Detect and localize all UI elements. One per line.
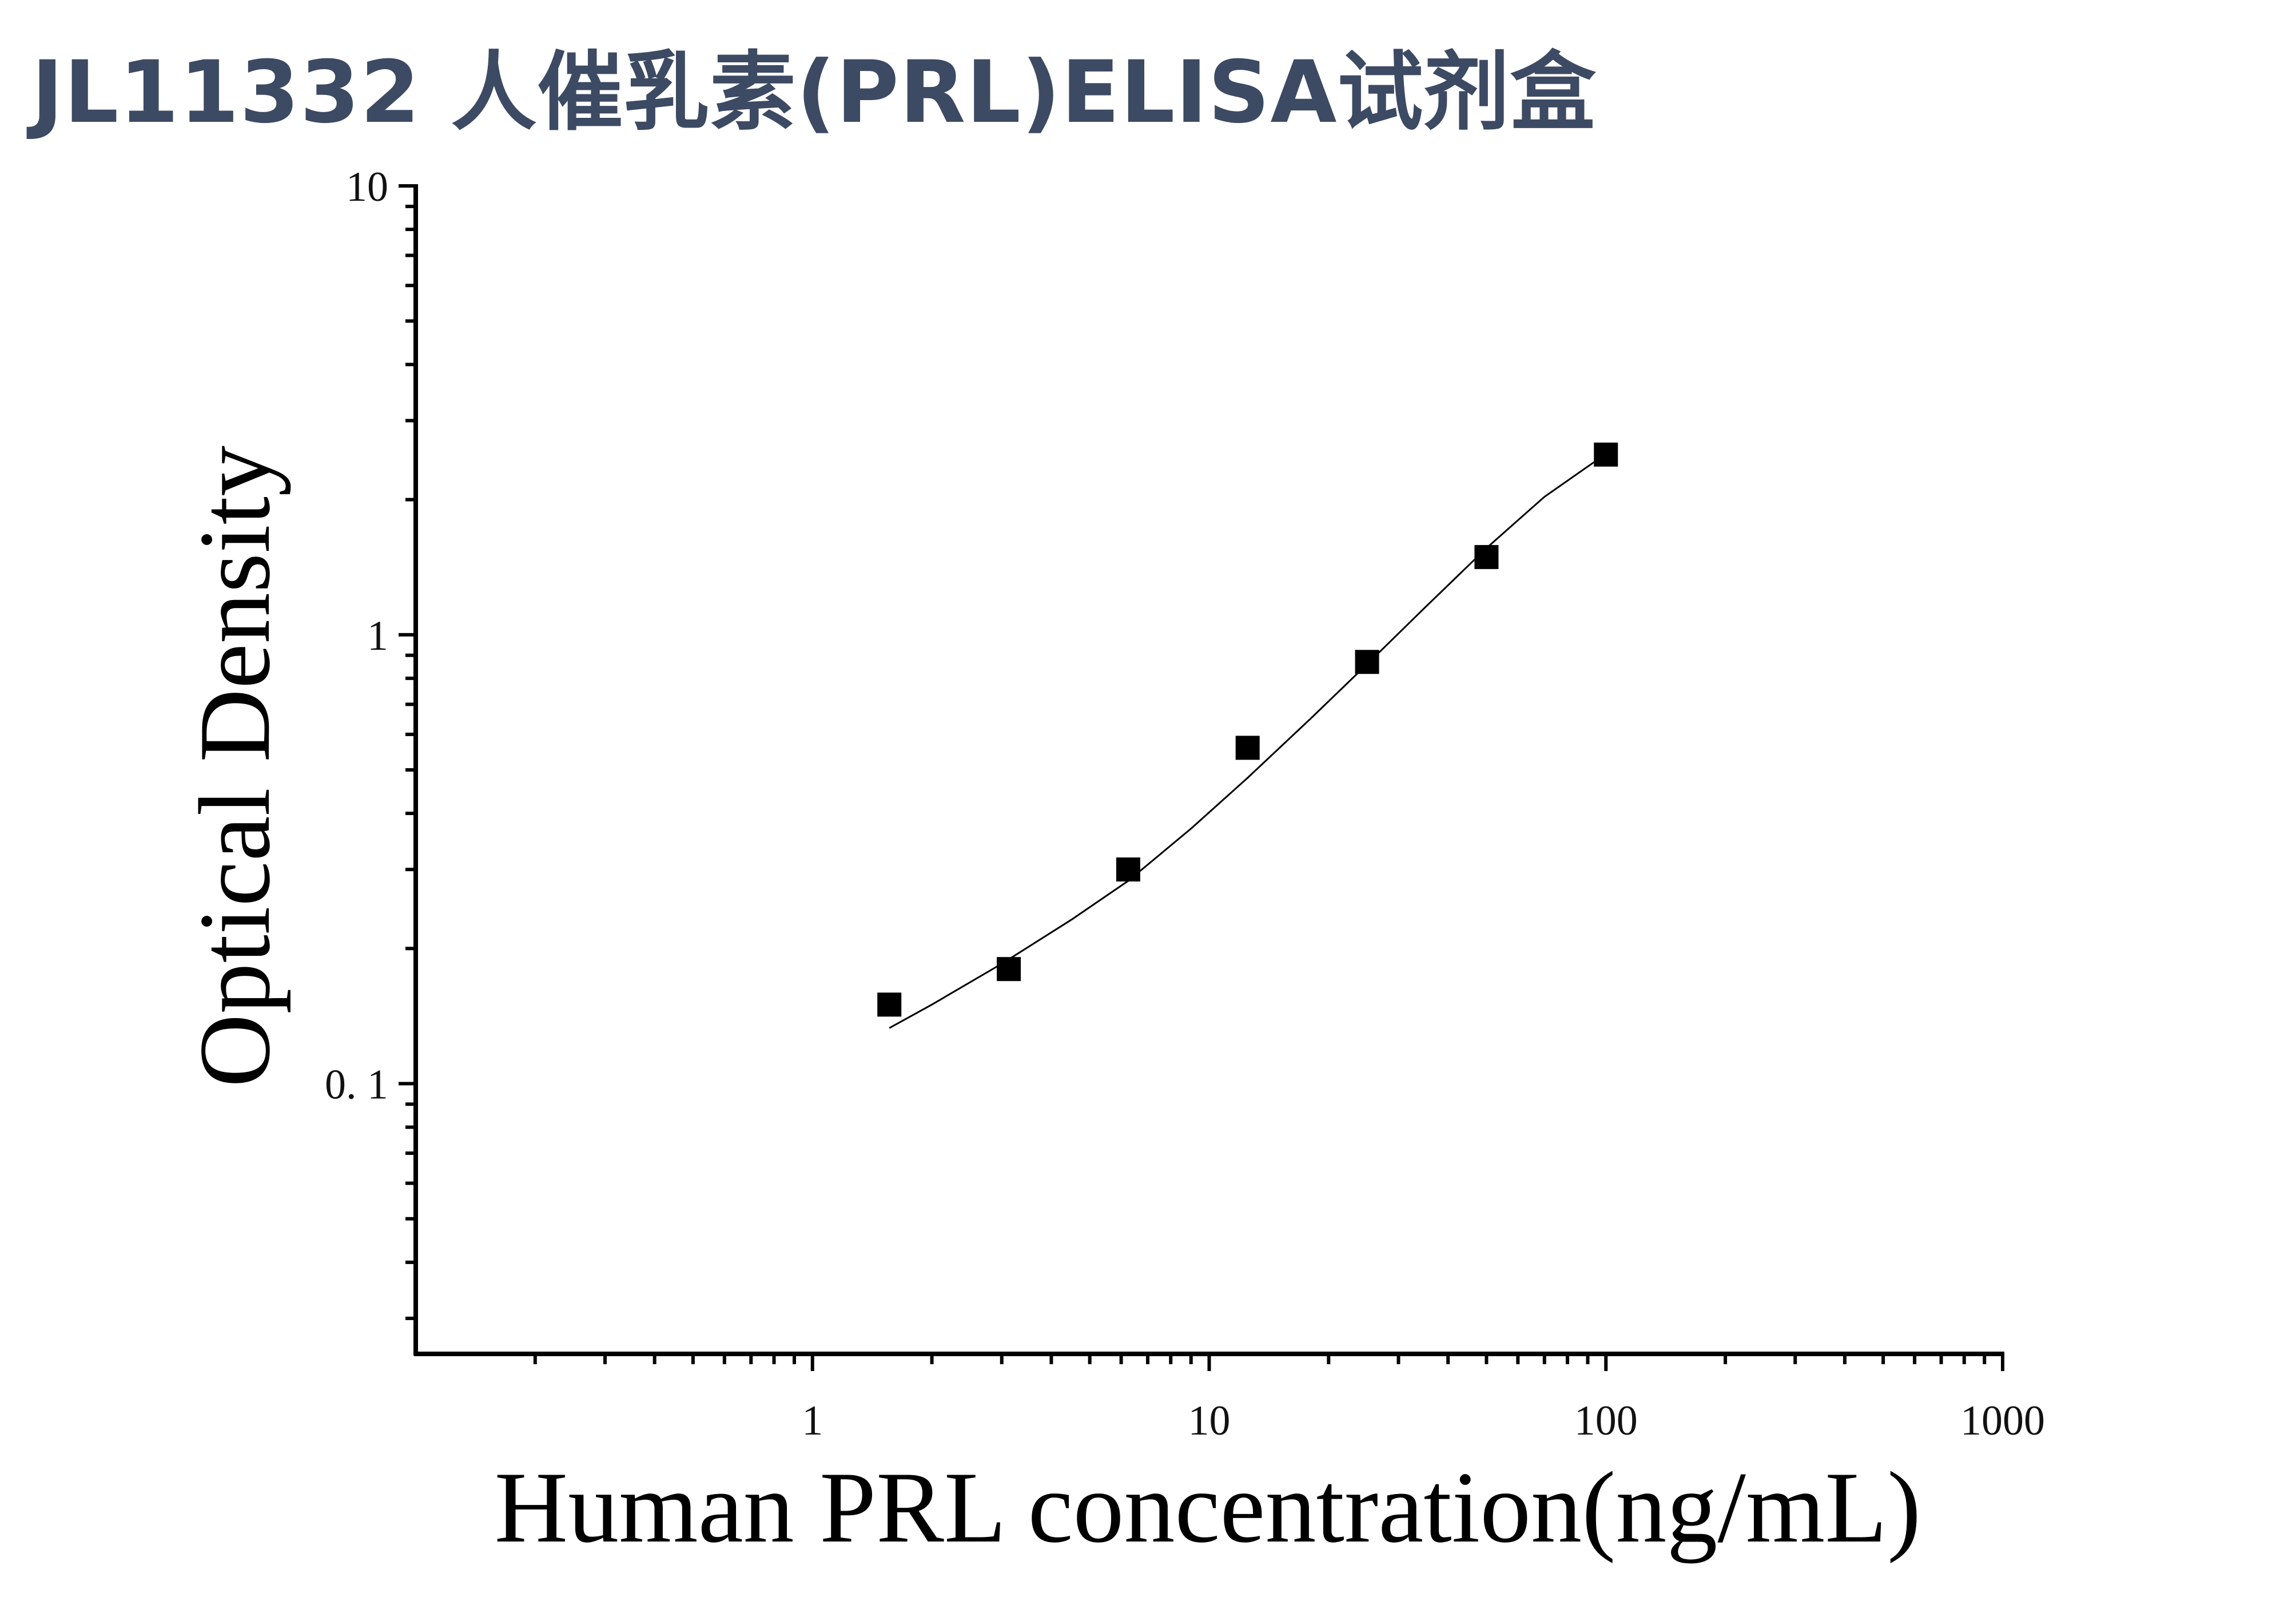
chart-ticks: 1 10 100 1000 0. 1 1 10 xyxy=(325,164,2045,1444)
y-tick-label: 0. 1 xyxy=(325,1062,388,1109)
data-point xyxy=(1355,650,1379,674)
data-point xyxy=(877,992,902,1017)
data-point xyxy=(1235,736,1260,760)
data-point xyxy=(1474,545,1499,569)
chart-axes xyxy=(413,184,2004,1356)
y-axis-title: Optical Density xyxy=(178,446,291,1087)
y-tick-label: 1 xyxy=(367,613,388,660)
y-tick-label: 10 xyxy=(346,164,388,210)
page-title: JL11332 人催乳素(PRL)ELISA试剂盒 xyxy=(31,43,1597,142)
x-tick-label: 100 xyxy=(1574,1397,1638,1444)
chart-points xyxy=(877,442,1618,1017)
data-point xyxy=(1594,442,1618,467)
data-point xyxy=(997,957,1021,982)
x-tick-label: 1000 xyxy=(1960,1397,2045,1444)
x-tick-label: 10 xyxy=(1188,1397,1231,1444)
data-point xyxy=(1116,857,1140,882)
x-axis-title: Human PRL concentration(ng/mL) xyxy=(495,1451,1921,1564)
x-tick-label: 1 xyxy=(802,1397,823,1444)
